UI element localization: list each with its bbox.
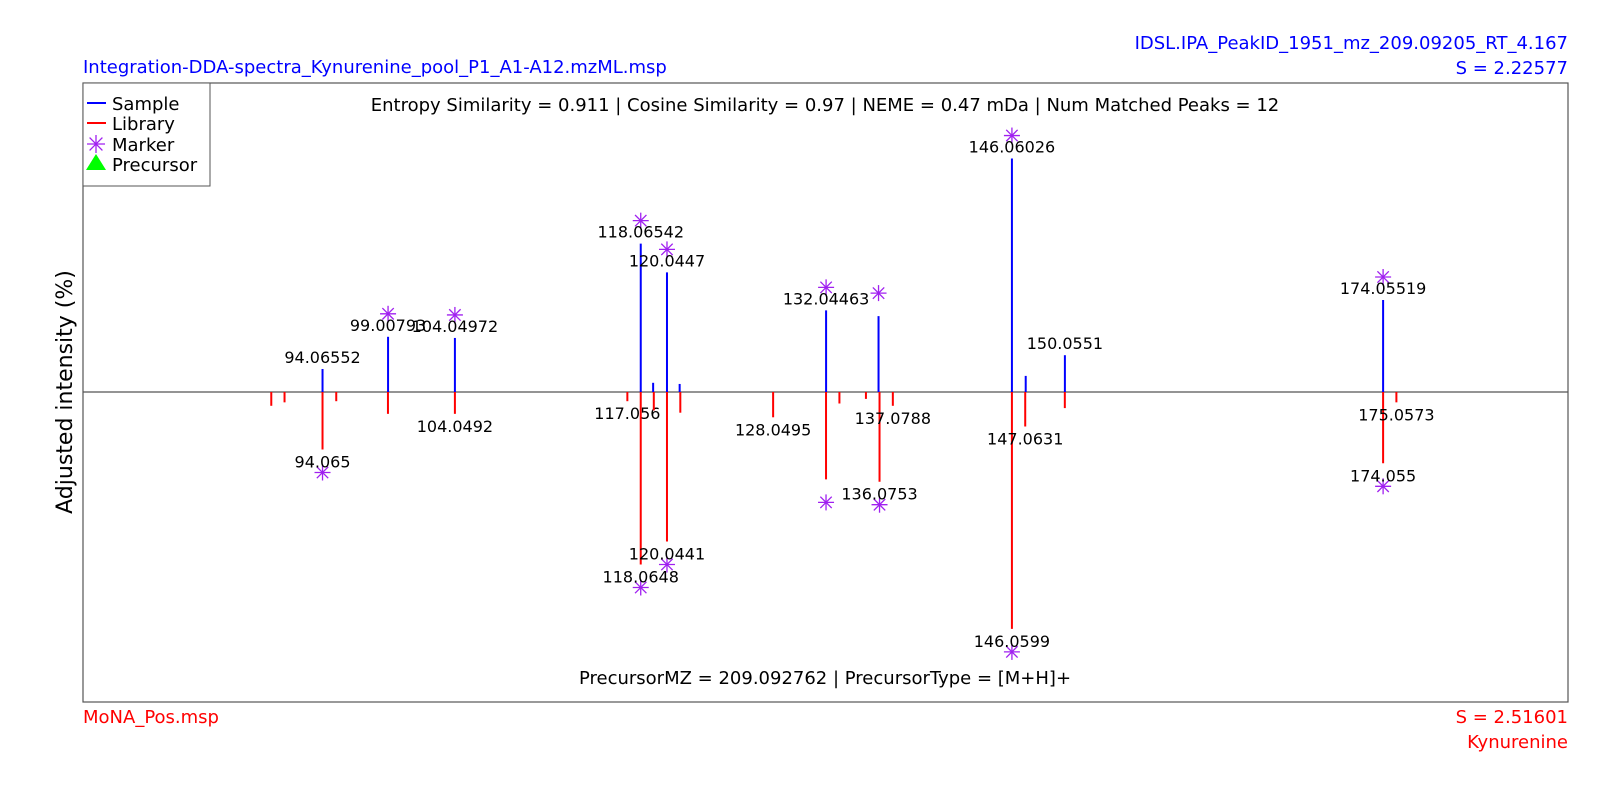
sample-marker-2 [446,306,463,323]
sample-marker-8 [870,285,887,302]
library-marker-15 [871,496,888,513]
compound-name: Kynurenine [1467,732,1568,753]
library-peak-label-21: 175.0573 [1358,405,1434,424]
peak-id-title: IDSL.IPA_PeakID_1951_mz_209.09205_RT_4.1… [1135,33,1568,54]
sample-peak-label-3: 118.06542 [597,223,684,242]
library-peak-label-5: 104.0492 [417,417,493,436]
legend-marker-label: Marker [112,135,175,156]
library-file-title: MoNA_Pos.msp [83,707,219,728]
legend-library-label: Library [112,114,175,135]
library-peak-label-11: 128.0495 [735,420,811,439]
legend-marker-swatch [87,135,105,153]
sample-marker-5 [658,241,675,258]
sample-marker-7 [818,279,835,296]
library-peak-label-2: 94.065 [295,453,351,472]
library-marker-2 [314,464,331,481]
library-peak-label-15: 136.0753 [841,485,917,504]
library-marker-20 [1375,478,1392,495]
library-peak-label-18: 147.0631 [987,430,1063,449]
library-peak-label-17: 146.0599 [974,632,1050,651]
sample-peak-label-0: 94.06552 [284,348,360,367]
library-peak-label-20: 174.055 [1350,466,1416,485]
sample-peak-label-7: 132.04463 [783,289,870,308]
sample-marker-12 [1375,269,1392,285]
sample-marker-9 [1003,127,1020,144]
sample-peak-label-5: 120.0447 [629,251,705,270]
library-peak-label-16: 137.0788 [855,409,931,428]
library-marker-7 [632,579,649,596]
sample-peak-label-12: 174.05519 [1340,279,1427,298]
library-marker-9 [658,556,675,573]
library-score: S = 2.51601 [1456,707,1568,728]
library-peak-label-9: 120.0441 [629,545,705,564]
sample-peak-label-11: 150.0551 [1027,334,1103,353]
library-peak-label-7: 118.0648 [603,568,679,587]
legend-precursor-label: Precursor [112,155,198,176]
sample-marker-3 [632,212,649,229]
y-axis-label: Adjusted intensity (%) [53,270,78,514]
library-marker-12 [818,494,835,511]
sample-file-title: Integration-DDA-spectra_Kynurenine_pool_… [83,57,667,78]
library-marker-17 [1003,643,1020,660]
legend-precursor-swatch [86,154,106,170]
legend: Sample Library Marker Precursor [82,82,211,187]
sample-score: S = 2.22577 [1456,58,1568,79]
sample-peak-label-1: 99.00793 [350,316,426,335]
similarity-info: Entropy Similarity = 0.911 | Cosine Simi… [371,95,1280,116]
legend-sample-label: Sample [112,94,180,115]
precursor-info: PrecursorMZ = 209.092762 | PrecursorType… [579,668,1071,689]
library-peak-label-6: 117.056 [594,404,660,423]
sample-peak-label-9: 146.06026 [969,138,1056,157]
sample-peak-label-2: 104.04972 [412,317,499,336]
sample-marker-1 [380,305,397,322]
